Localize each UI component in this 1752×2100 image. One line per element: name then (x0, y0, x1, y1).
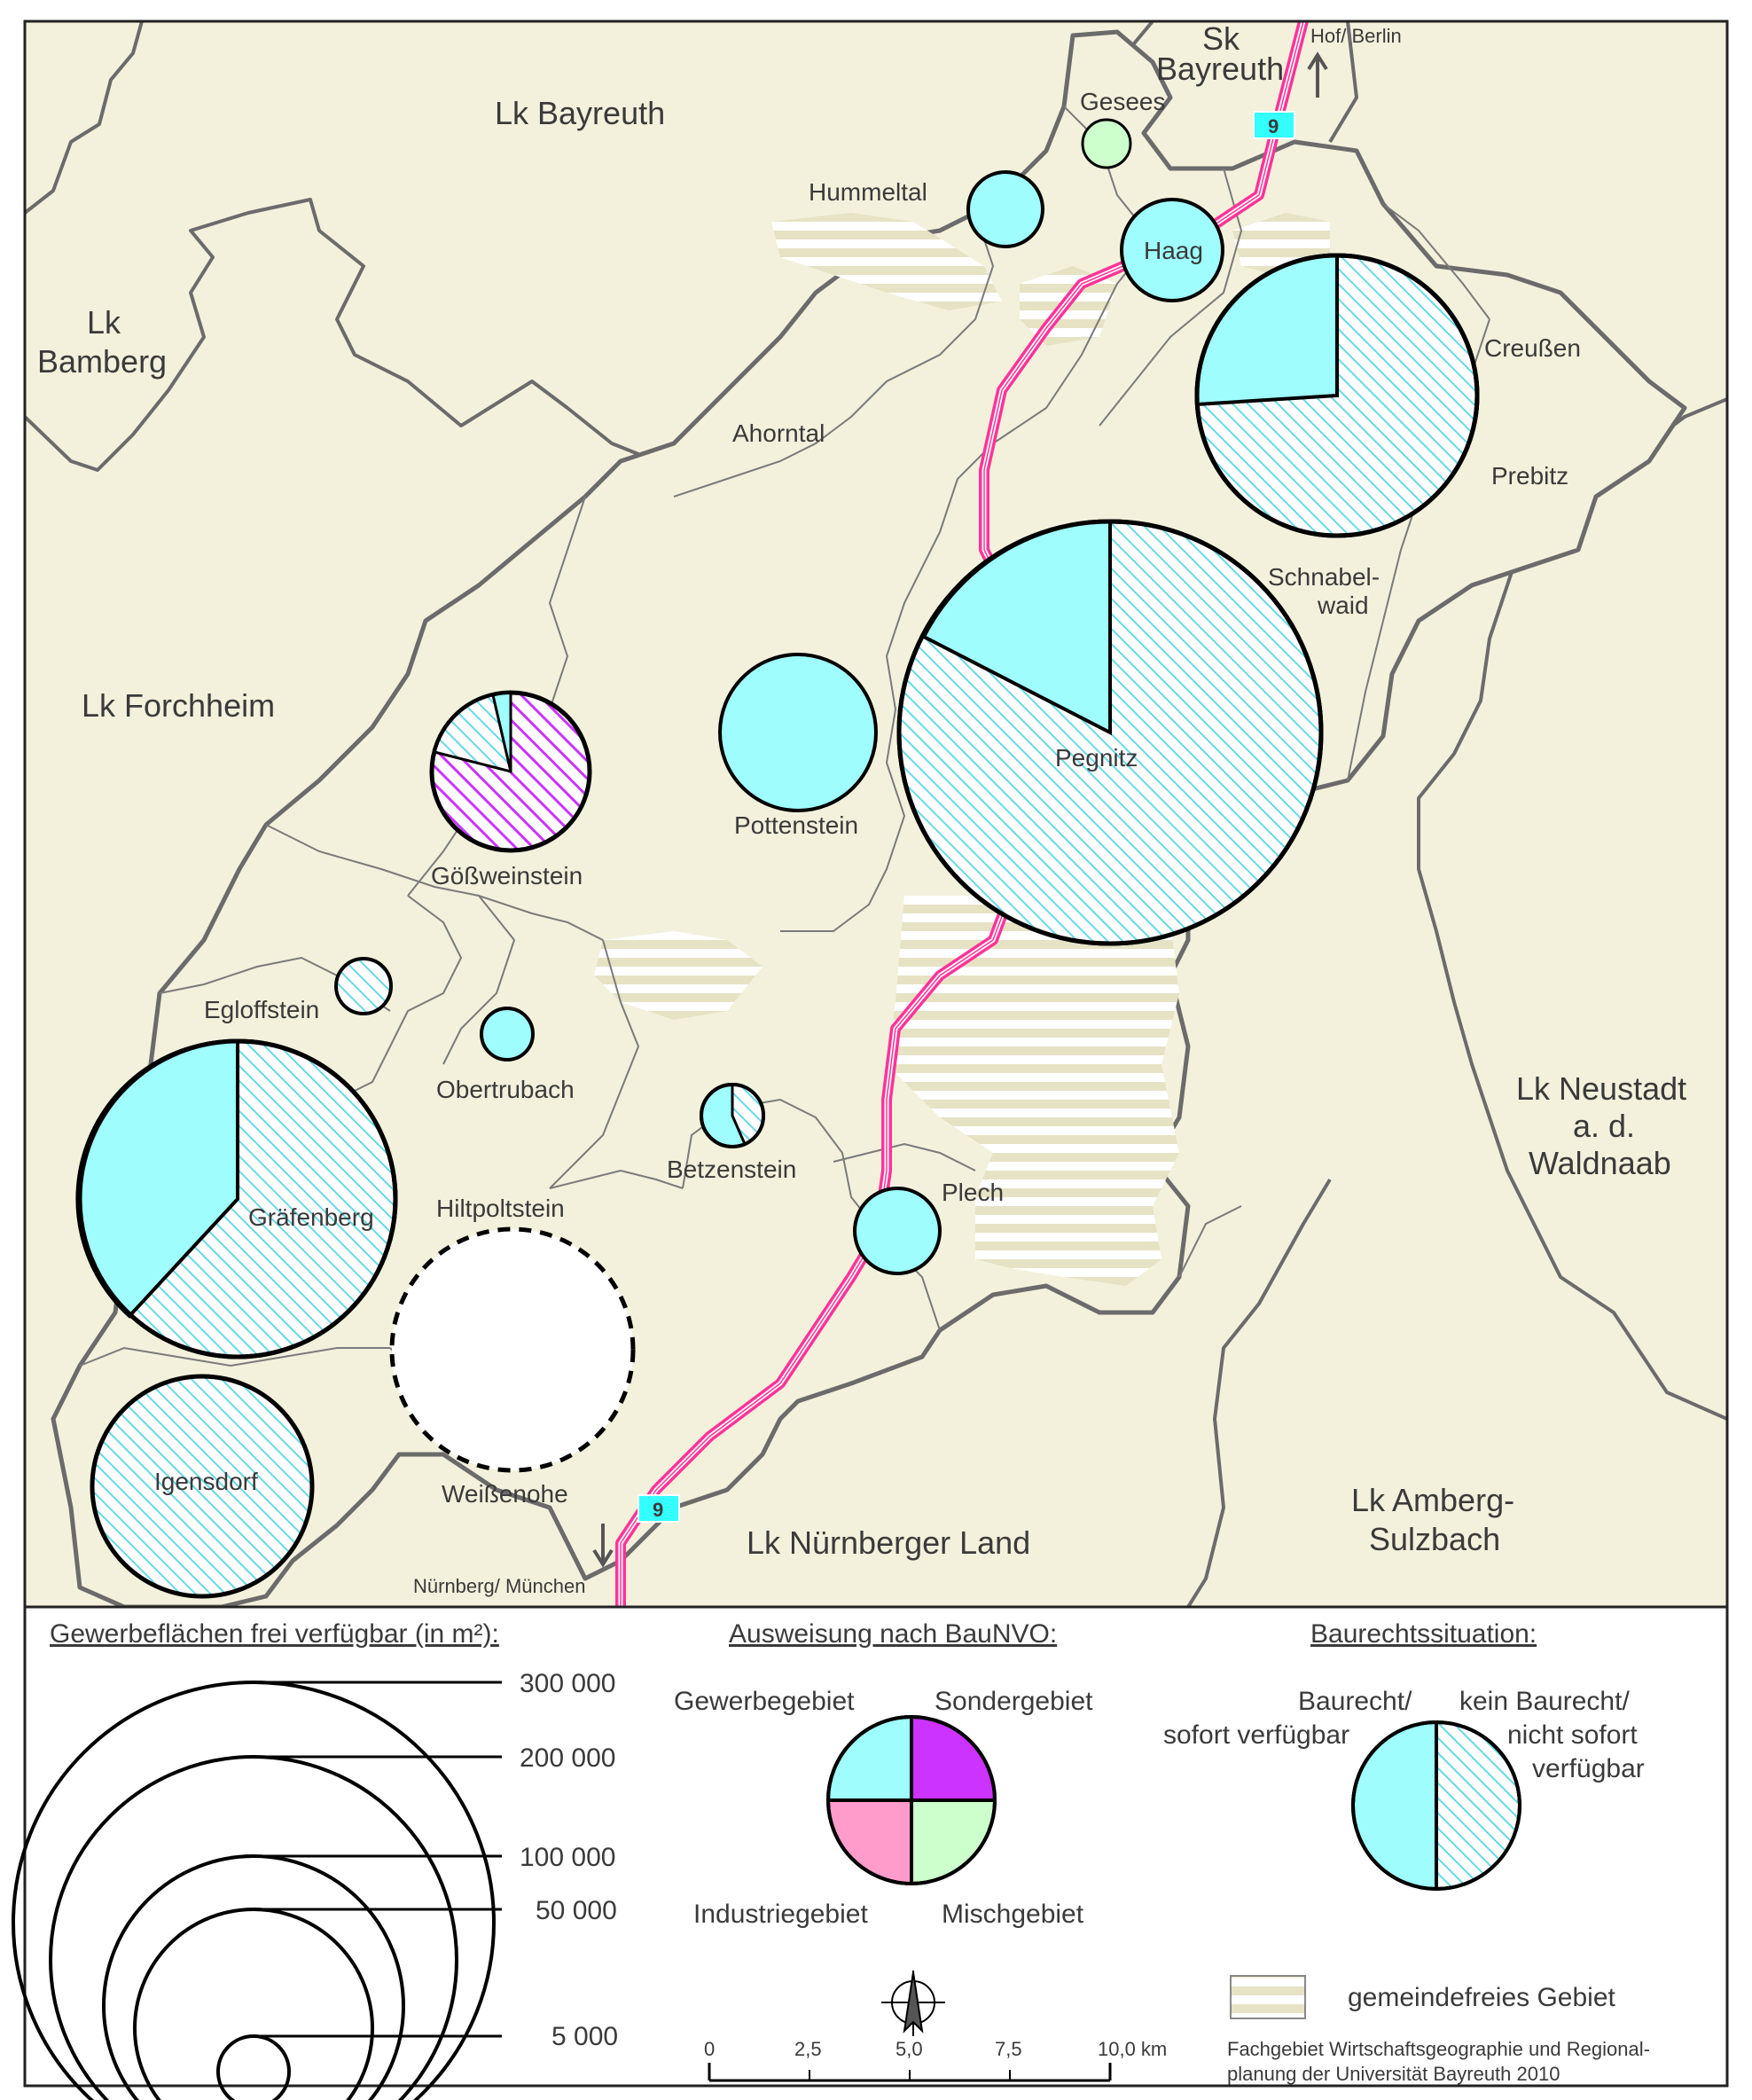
label-lk-amberg-2: Sulzbach (1369, 1521, 1500, 1557)
label-weissenohe: Weißenohe (442, 1480, 568, 1508)
legend-industriegebiet: Industriegebiet (693, 1900, 868, 1929)
proportional-symbols (75, 118, 1480, 1599)
a9-sign-north (1253, 111, 1295, 139)
size-value-5000: 5 000 (551, 2022, 618, 2051)
label-gesees: Gesees (1080, 88, 1166, 115)
legend-gemeindefrei-label: gemeindefreies Gebiet (1348, 1983, 1616, 2012)
legend-baurecht-1: Baurecht/ (1298, 1687, 1412, 1716)
label-graefenberg: Gräfenberg (248, 1203, 374, 1231)
size-value-300000: 300 000 (520, 1669, 615, 1698)
symbol-obertrubach (480, 1007, 535, 1062)
size-value-200000: 200 000 (520, 1743, 615, 1773)
legend-gemeindefrei: gemeindefreies Gebiet (1230, 1975, 1616, 2019)
label-lk-amberg-1: Lk Amberg- (1351, 1482, 1514, 1518)
label-haag: Haag (1144, 237, 1203, 264)
label-lk-neustadt-3: Waldnaab (1529, 1145, 1671, 1181)
scale-bar: 0 2,5 5,0 7,5 10,0 km (704, 2038, 1167, 2082)
label-ahorntal: Ahorntal (732, 419, 825, 447)
scale-tick-0: 0 (704, 2038, 715, 2060)
road-annotations: 9 9 Hof/ Berlin Nürnberg/ München (413, 25, 1402, 1597)
label-hummeltal: Hummeltal (809, 178, 927, 206)
legend-kein-3: verfügbar (1532, 1754, 1645, 1783)
symbol-goessweinstein (429, 690, 592, 853)
a9-sign-south (637, 1494, 680, 1523)
symbol-pottenstein (718, 653, 878, 812)
region-labels: Lk Bayreuth Sk Bayreuth Lk Bamberg Lk Fo… (37, 20, 1686, 1561)
symbol-egloffstein (334, 957, 393, 1015)
symbol-creussen (1194, 253, 1480, 538)
label-igensdorf: Igensdorf (154, 1468, 258, 1495)
legend-kein-2: nicht sofort (1507, 1720, 1638, 1750)
legend-baurecht-2: sofort verfügbar (1163, 1720, 1349, 1750)
scale-tick-7-5: 7,5 (995, 2038, 1022, 2060)
south-arrow-direction (592, 1524, 614, 1568)
symbol-igensdorf (90, 1374, 315, 1599)
south-destination: Nürnberg/ München (413, 1575, 585, 1597)
a9-sign-north-text: 9 (1268, 115, 1279, 137)
map-area (25, 21, 1727, 1607)
a9-sign-south-text: 9 (653, 1499, 663, 1521)
legend-gewerbegebiet: Gewerbegebiet (674, 1687, 855, 1716)
legend-size: Gewerbeflächen frei verfügbar (in m²): 3… (12, 1619, 618, 2100)
symbol-weissenohe (389, 1226, 636, 1473)
label-hiltpoltstein: Hiltpoltstein (436, 1195, 565, 1222)
label-pottenstein: Pottenstein (734, 811, 858, 839)
label-schnabelwaid-2: waid (1317, 592, 1369, 619)
symbol-pegnitz (896, 519, 1324, 946)
legend-sondergebiet: Sondergebiet (935, 1687, 1093, 1716)
legend-kein-1: kein Baurecht/ (1459, 1687, 1630, 1716)
label-lk-neustadt-1: Lk Neustadt (1516, 1070, 1686, 1107)
scale-tick-2-5: 2,5 (794, 2038, 822, 2060)
legend-baunvo-title: Ausweisung nach BauNVO: (729, 1619, 1057, 1649)
label-creussen: Creußen (1484, 334, 1581, 362)
credit-line-2: planung der Universität Bayreuth 2010 (1227, 2063, 1560, 2085)
legend-baurecht-title: Baurechtssituation: (1310, 1619, 1537, 1649)
symbol-haag (1120, 198, 1224, 302)
compass-icon (881, 1971, 945, 2036)
north-destination: Hof/ Berlin (1310, 25, 1402, 47)
label-betzenstein: Betzenstein (667, 1156, 796, 1183)
credit: Fachgebiet Wirtschaftsgeographie und Reg… (1227, 2038, 1650, 2085)
north-arrow-direction (1307, 51, 1328, 98)
label-lk-bamberg-1: Lk (87, 304, 121, 341)
label-lk-neustadt-2: a. d. (1573, 1108, 1635, 1144)
label-sk-bayreuth-1: Sk (1202, 20, 1240, 57)
legend-baurecht: Baurechtssituation: Baurecht/ sofort ver… (1163, 1619, 1645, 1892)
municipality-labels: Gesees Hummeltal Haag Creußen Ahorntal P… (154, 88, 1581, 1508)
label-lk-bayreuth: Lk Bayreuth (495, 95, 665, 131)
label-prebitz: Prebitz (1491, 462, 1568, 490)
label-lk-bamberg-2: Bamberg (37, 343, 167, 380)
symbol-plech (853, 1187, 942, 1275)
label-sk-bayreuth-2: Bayreuth (1156, 51, 1284, 87)
legend-size-title: Gewerbeflächen frei verfügbar (in m²): (50, 1619, 499, 1649)
symbol-hummeltal (966, 170, 1044, 248)
symbol-graefenberg (75, 1038, 398, 1360)
label-goessweinstein: Gößweinstein (431, 862, 583, 889)
label-egloffstein: Egloffstein (204, 996, 319, 1023)
legend-baunvo: Ausweisung nach BauNVO: Gewerbegebiet So… (674, 1619, 1093, 1929)
label-lk-forchheim: Lk Forchheim (82, 687, 275, 724)
label-pegnitz: Pegnitz (1055, 744, 1138, 772)
symbol-gesees (1081, 118, 1132, 169)
label-plech: Plech (942, 1179, 1004, 1206)
scale-tick-10: 10,0 km (1098, 2038, 1167, 2060)
legend-mischgebiet: Mischgebiet (942, 1900, 1084, 1929)
size-value-100000: 100 000 (520, 1843, 615, 1872)
scale-tick-5: 5,0 (896, 2038, 923, 2060)
label-schnabelwaid-1: Schnabel- (1268, 563, 1380, 591)
credit-line-1: Fachgebiet Wirtschaftsgeographie und Reg… (1227, 2038, 1650, 2060)
label-lk-nuernberger: Lk Nürnberger Land (747, 1524, 1030, 1561)
symbol-betzenstein (700, 1083, 765, 1148)
label-obertrubach: Obertrubach (436, 1076, 575, 1103)
size-value-50000: 50 000 (536, 1896, 617, 1925)
